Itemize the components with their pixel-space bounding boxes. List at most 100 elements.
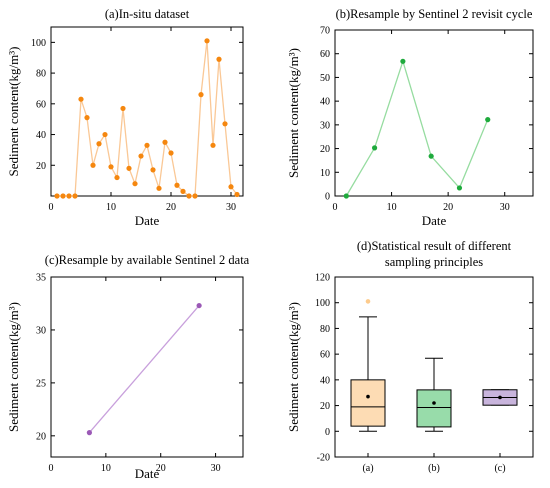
y-tick-label: 35 — [36, 273, 46, 284]
y-tick-label: 40 — [36, 130, 46, 141]
data-point — [204, 38, 210, 44]
mean-marker — [432, 401, 436, 405]
data-point — [126, 165, 132, 171]
data-point — [174, 182, 180, 188]
chart-title-line: (d)Statistical result of different — [357, 239, 512, 253]
y-axis-label: Sediment content(kg/m³) — [286, 302, 301, 432]
y-tick-label: 60 — [320, 350, 330, 361]
data-point — [485, 117, 491, 123]
x-tick-label: 0 — [333, 202, 338, 213]
x-tick-label: (c) — [494, 463, 505, 474]
series-line — [57, 40, 238, 197]
data-point — [90, 162, 96, 168]
panel-a: (a)In-situ dataset 20 40 60 80 100 0 10 20 30 Date… — [6, 7, 244, 228]
y-tick-label: 70 — [320, 26, 330, 37]
y-axis-label: Sediment content(kg/m³) — [286, 48, 301, 178]
chart-title: (a)In-situ dataset — [105, 7, 190, 21]
panel-b: (b)Resample by Sentinel 2 revisit cycle 0… — [286, 7, 534, 228]
x-tick-label: (a) — [362, 463, 373, 474]
y-tick-label: 20 — [320, 144, 330, 155]
x-tick-label: 20 — [156, 463, 166, 474]
plot-frame — [50, 26, 244, 197]
series-line — [88, 305, 200, 434]
data-point — [196, 302, 202, 309]
data-point — [234, 191, 240, 198]
y-tick-label: 30 — [320, 120, 330, 131]
y-axis-label: Sediment content(kg/m³) — [6, 47, 21, 177]
data-point — [150, 167, 156, 173]
mean-marker — [498, 395, 502, 400]
x-tick-label: 10 — [101, 463, 111, 474]
x-tick-label: (b) — [428, 463, 440, 474]
y-tick-label: 80 — [320, 324, 330, 335]
data-point — [343, 193, 349, 199]
data-point — [210, 142, 216, 148]
data-point — [186, 193, 192, 199]
plot-frame — [334, 29, 534, 197]
data-point — [400, 58, 406, 64]
mean-marker — [366, 394, 370, 399]
panel-d: (d)Statistical result of different sampli… — [286, 239, 534, 474]
data-point — [78, 96, 84, 102]
data-point — [372, 145, 378, 151]
data-point — [120, 105, 126, 112]
x-tick-label: 10 — [106, 202, 116, 213]
x-axis-label: Date — [135, 466, 160, 481]
data-point — [108, 164, 114, 170]
y-tick-label: 10 — [320, 168, 330, 179]
panel-c: (c)Resample by available Sentinel 2 data… — [6, 253, 250, 481]
x-axis-label: Date — [135, 213, 160, 228]
data-point — [216, 56, 222, 62]
data-point — [60, 193, 66, 199]
x-tick-label: 30 — [211, 463, 221, 474]
y-tick-label: -20 — [317, 453, 330, 464]
y-tick-label: 30 — [36, 325, 46, 336]
data-point — [180, 188, 186, 194]
series-line — [345, 59, 489, 197]
y-tick-label: 60 — [36, 99, 46, 110]
data-point — [198, 92, 204, 98]
box-(b) — [416, 357, 452, 432]
y-tick-label: 0 — [325, 427, 330, 438]
x-tick-label: 0 — [49, 463, 54, 474]
x-tick-label: 0 — [49, 202, 54, 213]
box-(c) — [482, 389, 518, 406]
data-point — [156, 185, 162, 191]
y-axis-label: Sediment content(kg/m³) — [6, 302, 21, 432]
data-point — [84, 115, 90, 121]
y-tick-label: 100 — [31, 38, 46, 49]
data-point — [72, 193, 78, 199]
y-tick-label: 20 — [320, 401, 330, 412]
y-tick-label: 40 — [320, 97, 330, 108]
x-tick-label: 30 — [226, 202, 236, 213]
y-tick-label: 0 — [325, 192, 330, 203]
y-tick-label: 40 — [320, 375, 330, 386]
data-point — [114, 174, 120, 181]
x-tick-label: 20 — [443, 202, 453, 213]
data-point — [54, 193, 60, 199]
data-point — [222, 121, 228, 127]
chart-title: (c)Resample by available Sentinel 2 data — [45, 253, 250, 267]
y-tick-label: 120 — [315, 273, 330, 284]
y-tick-label: 25 — [36, 378, 46, 389]
box-(a) — [350, 299, 386, 432]
x-tick-label: 30 — [500, 202, 510, 213]
x-tick-label: 20 — [166, 202, 176, 213]
data-point — [168, 150, 174, 156]
outlier-point — [365, 299, 371, 304]
x-tick-label: 10 — [387, 202, 397, 213]
y-tick-label: 60 — [320, 49, 330, 60]
data-point — [132, 181, 138, 187]
x-axis-label: Date — [422, 213, 447, 228]
data-point — [456, 185, 463, 191]
y-tick-label: 100 — [315, 298, 330, 309]
box-body — [416, 389, 452, 428]
chart-title: (b)Resample by Sentinel 2 revisit cycle — [336, 7, 533, 21]
plot-frame — [50, 276, 244, 458]
data-point — [66, 193, 72, 199]
chart-title-line: sampling principles — [385, 255, 483, 269]
data-point — [102, 131, 108, 138]
data-point — [96, 141, 102, 147]
data-point — [86, 430, 92, 436]
